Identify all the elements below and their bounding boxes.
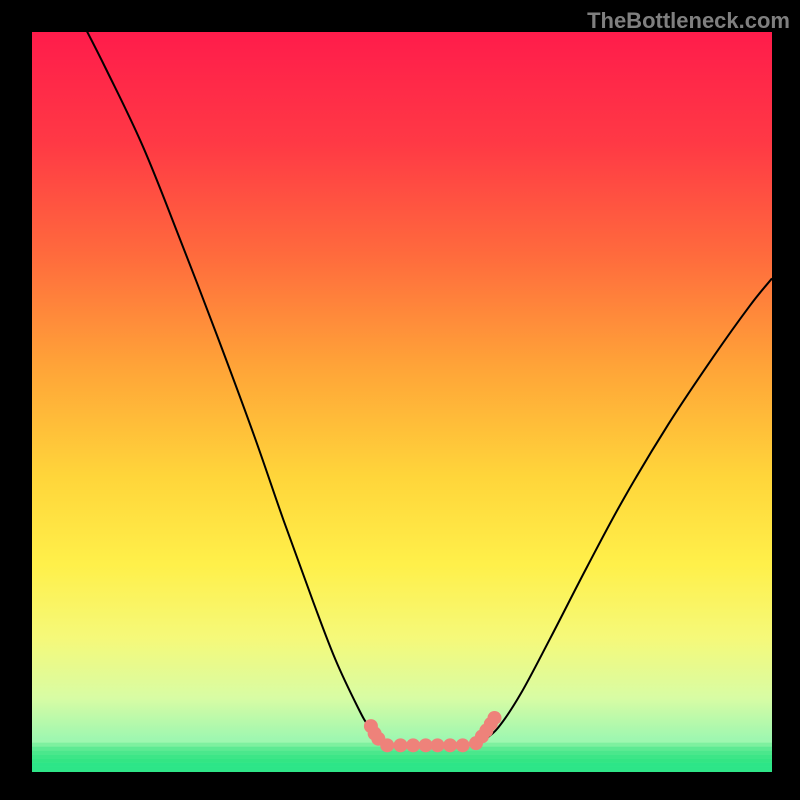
watermark-text: TheBottleneck.com xyxy=(587,8,790,34)
bottom-stripe xyxy=(32,763,772,767)
bottom-stripe xyxy=(32,755,772,759)
plot-background xyxy=(32,32,772,772)
marker-bottom xyxy=(456,738,470,752)
marker-bottom xyxy=(394,738,408,752)
bottom-stripe xyxy=(32,767,772,771)
marker-bottom xyxy=(443,738,457,752)
marker-bottom xyxy=(431,738,445,752)
bottom-stripe xyxy=(32,759,772,763)
marker-right xyxy=(488,711,502,725)
marker-bottom xyxy=(406,738,420,752)
marker-bottom xyxy=(380,738,394,752)
bottleneck-chart xyxy=(0,0,800,800)
chart-container xyxy=(0,0,800,800)
